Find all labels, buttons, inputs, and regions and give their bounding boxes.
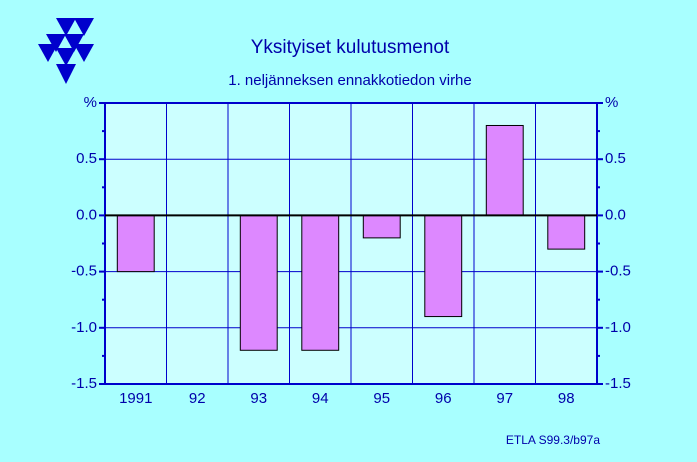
x-tick-label: 96 <box>435 390 452 407</box>
bar <box>485 124 524 216</box>
logo <box>38 18 94 84</box>
bar <box>547 214 586 250</box>
x-tick-label: 95 <box>373 390 390 407</box>
x-tick-label: 97 <box>496 390 513 407</box>
y-tick-label: % <box>84 94 97 111</box>
bar <box>116 214 155 273</box>
x-tick-label: 93 <box>250 390 267 407</box>
y2-tick-label: -1.0 <box>605 319 631 336</box>
bar <box>362 214 401 239</box>
y2-tick-label: -1.5 <box>605 375 631 392</box>
y2-tick-label: 0.5 <box>605 150 626 167</box>
plot-frame <box>104 102 598 385</box>
bar <box>301 214 340 351</box>
y-tick-label: 0.5 <box>76 150 97 167</box>
y-tick-label: -1.5 <box>71 375 97 392</box>
x-tick-label: 1991 <box>119 390 152 407</box>
y2-tick-label: -0.5 <box>605 263 631 280</box>
y2-tick-label: % <box>605 94 618 111</box>
x-tick-label: 94 <box>312 390 329 407</box>
y-tick-label: 0.0 <box>76 206 97 223</box>
y2-tick-label: 0.0 <box>605 206 626 223</box>
chart-title: Yksityiset kulutusmenot <box>251 37 450 58</box>
x-tick-label: 92 <box>189 390 206 407</box>
x-tick-label: 98 <box>558 390 575 407</box>
bar <box>239 214 278 351</box>
source-note: ETLA S99.3/b97a <box>506 433 600 447</box>
chart-subtitle: 1. neljänneksen ennakkotiedon virhe <box>228 72 472 89</box>
bar <box>424 214 463 318</box>
y-tick-label: -0.5 <box>71 263 97 280</box>
y-tick-label: -1.0 <box>71 319 97 336</box>
